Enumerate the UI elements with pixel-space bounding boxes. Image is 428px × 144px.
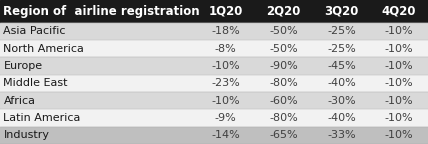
Text: -30%: -30% bbox=[327, 96, 356, 106]
Text: Industry: Industry bbox=[3, 130, 49, 140]
Bar bbox=[0, 92, 428, 109]
Bar bbox=[0, 75, 428, 92]
Text: -10%: -10% bbox=[385, 130, 413, 140]
Bar bbox=[0, 127, 428, 144]
Text: -50%: -50% bbox=[269, 26, 298, 36]
Text: 1Q20: 1Q20 bbox=[208, 5, 243, 18]
Bar bbox=[0, 57, 428, 75]
Text: -10%: -10% bbox=[211, 96, 240, 106]
Text: -18%: -18% bbox=[211, 26, 240, 36]
Bar bbox=[0, 22, 428, 40]
Bar bbox=[0, 40, 428, 57]
Text: -25%: -25% bbox=[327, 43, 356, 54]
Text: Africa: Africa bbox=[3, 96, 36, 106]
Text: 4Q20: 4Q20 bbox=[382, 5, 416, 18]
Text: -50%: -50% bbox=[269, 43, 298, 54]
Text: -33%: -33% bbox=[327, 130, 356, 140]
Text: Latin America: Latin America bbox=[3, 113, 81, 123]
Bar bbox=[0, 0, 428, 22]
Bar bbox=[0, 109, 428, 127]
Text: -10%: -10% bbox=[385, 78, 413, 88]
Text: -23%: -23% bbox=[211, 78, 240, 88]
Text: -10%: -10% bbox=[211, 61, 240, 71]
Text: -45%: -45% bbox=[327, 61, 356, 71]
Text: 2Q20: 2Q20 bbox=[266, 5, 301, 18]
Text: -10%: -10% bbox=[385, 26, 413, 36]
Text: Asia Pacific: Asia Pacific bbox=[3, 26, 66, 36]
Text: -8%: -8% bbox=[215, 43, 237, 54]
Text: -90%: -90% bbox=[269, 61, 298, 71]
Text: -10%: -10% bbox=[385, 113, 413, 123]
Text: North America: North America bbox=[3, 43, 84, 54]
Text: 3Q20: 3Q20 bbox=[324, 5, 359, 18]
Text: Region of  airline registration: Region of airline registration bbox=[3, 5, 200, 18]
Text: -14%: -14% bbox=[211, 130, 240, 140]
Text: -10%: -10% bbox=[385, 43, 413, 54]
Text: -80%: -80% bbox=[269, 113, 298, 123]
Text: -10%: -10% bbox=[385, 96, 413, 106]
Text: -80%: -80% bbox=[269, 78, 298, 88]
Text: Middle East: Middle East bbox=[3, 78, 68, 88]
Text: -10%: -10% bbox=[385, 61, 413, 71]
Text: -40%: -40% bbox=[327, 78, 356, 88]
Text: -25%: -25% bbox=[327, 26, 356, 36]
Text: -9%: -9% bbox=[215, 113, 237, 123]
Text: Europe: Europe bbox=[3, 61, 42, 71]
Text: -65%: -65% bbox=[269, 130, 298, 140]
Text: -60%: -60% bbox=[269, 96, 298, 106]
Text: -40%: -40% bbox=[327, 113, 356, 123]
